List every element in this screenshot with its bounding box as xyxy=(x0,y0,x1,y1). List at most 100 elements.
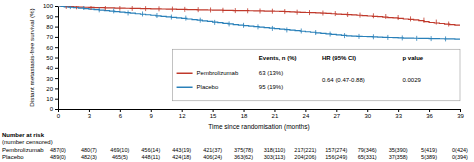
risk-count: 456(14) xyxy=(141,147,160,153)
censor-mark xyxy=(159,6,160,11)
tick-mark xyxy=(182,109,183,112)
risk-count: 156(249) xyxy=(325,154,347,160)
risk-row-label: Placebo xyxy=(2,154,24,160)
tick-label: 10 xyxy=(46,96,53,102)
tick: 24 xyxy=(303,109,310,119)
tick: 50 xyxy=(46,55,58,61)
censor-mark xyxy=(171,15,172,20)
tick: 6 xyxy=(119,109,123,119)
censor-mark xyxy=(229,21,230,26)
plot: 0369121518212427303336390102030405060708… xyxy=(28,3,464,131)
censor-mark xyxy=(260,8,261,13)
tick: 30 xyxy=(364,109,371,119)
risk-count: 37(358) xyxy=(389,154,408,160)
censor-mark xyxy=(448,22,449,27)
chart: 0369121518212427303336390102030405060708… xyxy=(0,0,474,162)
tick-mark xyxy=(151,109,152,112)
censor-mark xyxy=(309,10,310,15)
censor-mark xyxy=(172,7,173,12)
censor-mark xyxy=(358,34,359,39)
censor-mark xyxy=(184,7,185,12)
censor-mark xyxy=(235,8,236,13)
censor-mark xyxy=(297,10,298,15)
tick: 100 xyxy=(43,3,58,9)
tick-label: 40 xyxy=(46,65,53,71)
tick-mark xyxy=(460,109,461,112)
legend-box xyxy=(173,49,460,100)
tick-label: 60 xyxy=(46,45,53,51)
tick-mark xyxy=(305,109,306,112)
tick-mark xyxy=(55,88,58,89)
tick-mark xyxy=(367,109,368,112)
tick-label: 6 xyxy=(119,113,123,119)
risk-count: 0(424) xyxy=(452,147,468,153)
risk-count: 487(0) xyxy=(50,147,66,153)
tick: 9 xyxy=(150,109,154,119)
censor-mark xyxy=(272,9,273,14)
tick-label: 20 xyxy=(46,86,53,92)
censor-mark xyxy=(301,28,302,33)
tick-mark xyxy=(55,37,58,38)
tick: 36 xyxy=(426,109,433,119)
tick-label: 9 xyxy=(150,113,154,119)
tick-mark xyxy=(120,109,121,112)
tick-label: 39 xyxy=(457,113,464,119)
censor-mark xyxy=(272,26,273,31)
censor-mark xyxy=(373,34,374,39)
censor-mark xyxy=(257,24,258,29)
censor-mark xyxy=(222,8,223,13)
tick-label: 33 xyxy=(395,113,402,119)
tick-mark xyxy=(55,109,58,110)
risk-count: 406(24) xyxy=(203,154,222,160)
tick: 0 xyxy=(57,109,61,119)
tick-mark xyxy=(55,78,58,79)
x-axis-line xyxy=(59,110,461,113)
censor-mark xyxy=(286,27,287,32)
risk-count: 489(0) xyxy=(50,154,66,160)
tick-mark xyxy=(398,109,399,112)
tick-label: 21 xyxy=(272,113,279,119)
tick-mark xyxy=(55,68,58,69)
risk-table: Number at risk(number censored)Pembroliz… xyxy=(2,132,468,160)
risk-count: 35(390) xyxy=(389,147,408,153)
tick-label: 0 xyxy=(50,106,54,112)
censor-mark xyxy=(431,36,432,41)
y-axis-title: Distant metastasis-free survival (%) xyxy=(28,8,35,106)
tick-label: 70 xyxy=(46,34,53,40)
censor-mark xyxy=(322,11,323,16)
censor-mark xyxy=(284,9,285,14)
tick-mark xyxy=(429,109,430,112)
censor-mark xyxy=(214,20,215,25)
tick: 10 xyxy=(46,96,58,102)
x-axis-title: Time since randomisation (months) xyxy=(208,123,309,131)
risk-count: 421(37) xyxy=(203,147,222,153)
legend: Events, n (%)HR (95% CI)p valuePembroliz… xyxy=(173,49,460,100)
tick-label: 24 xyxy=(303,113,310,119)
risk-count: 469(10) xyxy=(110,147,129,153)
tick: 80 xyxy=(46,24,58,30)
censor-mark xyxy=(335,11,336,16)
legend-swatch xyxy=(177,87,193,89)
tick: 27 xyxy=(333,109,340,119)
tick: 0 xyxy=(50,106,58,112)
tick: 39 xyxy=(457,109,464,119)
censor-mark xyxy=(76,6,77,9)
tick-label: 50 xyxy=(46,55,53,61)
tick: 30 xyxy=(46,76,58,82)
km-curve xyxy=(58,6,460,26)
p-value: 0.0029 xyxy=(403,77,422,83)
tick: 21 xyxy=(272,109,279,119)
censor-mark xyxy=(373,13,374,18)
legend-swatch xyxy=(177,73,193,75)
censor-mark xyxy=(142,11,143,16)
tick-mark xyxy=(336,109,337,112)
risk-count: 482(3) xyxy=(81,154,97,160)
censor-mark xyxy=(198,7,199,12)
table-events: 95 (19%) xyxy=(259,84,283,90)
censor-mark xyxy=(83,6,84,10)
censor-mark xyxy=(70,6,71,9)
risk-count: 318(110) xyxy=(264,147,286,153)
tick: 33 xyxy=(395,109,402,119)
censor-mark xyxy=(402,35,403,40)
censor-mark xyxy=(410,16,411,21)
